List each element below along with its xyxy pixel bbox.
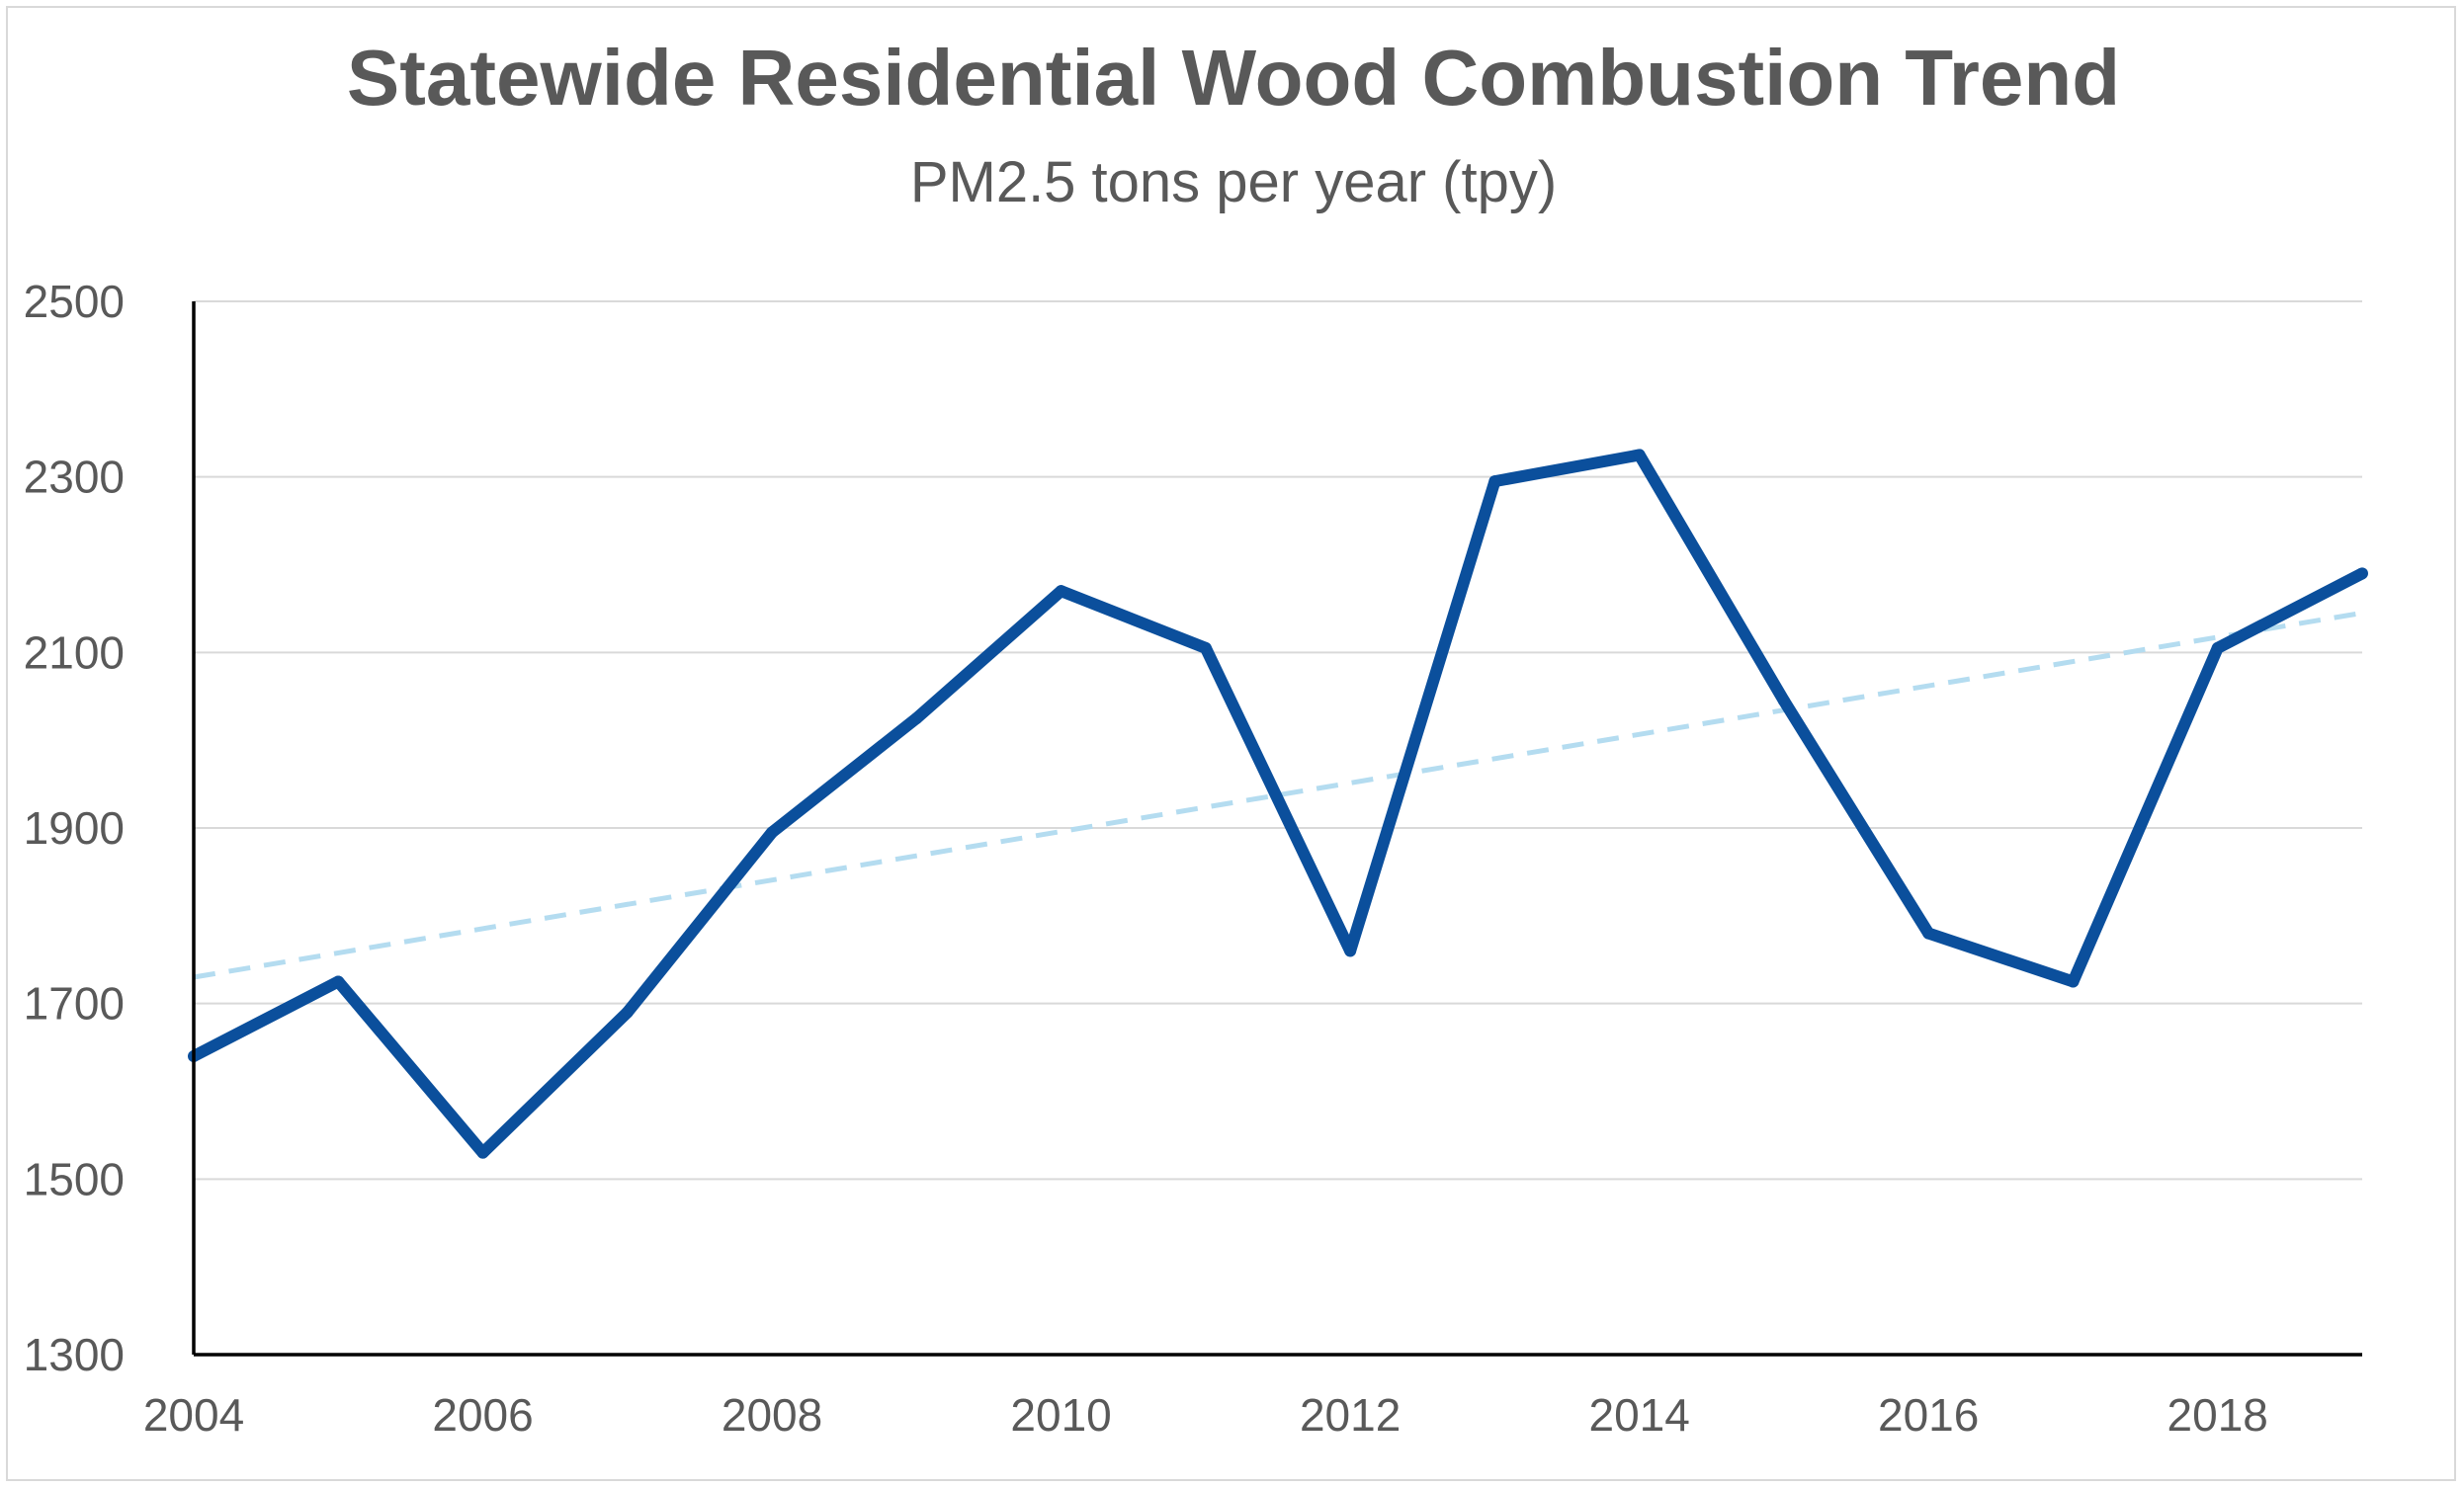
trendline [193, 610, 2363, 980]
data-point-2018 [2211, 641, 2224, 654]
data-point-2006 [476, 1146, 489, 1159]
x-tick-label: 2016 [1878, 1389, 1979, 1441]
data-point-2012 [1344, 945, 1357, 957]
x-axis-tick-labels: 2004 2006 2008 2010 2012 2014 2016 2018 [143, 1389, 2268, 1441]
data-point-2013 [1488, 475, 1501, 488]
gridlines [194, 300, 2362, 1181]
x-tick-label: 2006 [432, 1389, 533, 1441]
y-tick-label: 1300 [24, 1329, 125, 1380]
x-tick-label: 2010 [1010, 1389, 1111, 1441]
y-axis-tick-labels: 1300 1500 1700 1900 2100 2300 2500 [24, 276, 125, 1380]
line-chart: Statewide Residential Wood Combustion Tr… [24, 34, 2368, 1441]
y-tick-label: 1700 [24, 978, 125, 1030]
chart-title: Statewide Residential Wood Combustion Tr… [347, 34, 2120, 122]
data-point-2008 [766, 826, 779, 839]
data-point-2015 [1777, 695, 1790, 707]
data-point-2005 [332, 975, 345, 988]
chart-frame: Statewide Residential Wood Combustion Tr… [6, 6, 2456, 1481]
data-point-2019 [2356, 567, 2368, 580]
data-point-2010 [1055, 585, 1067, 598]
series-line [191, 449, 2365, 1159]
x-tick-label: 2004 [143, 1389, 244, 1441]
y-tick-label: 2500 [24, 276, 125, 327]
x-tick-label: 2008 [722, 1389, 822, 1441]
data-point-2017 [2067, 975, 2080, 988]
x-tick-label: 2014 [1588, 1389, 1689, 1441]
data-point-2007 [621, 1006, 634, 1019]
chart-subtitle: PM2.5 tons per year (tpy) [910, 150, 1557, 214]
y-tick-label: 1900 [24, 802, 125, 854]
trendline-group [193, 610, 2363, 980]
data-point-2009 [910, 711, 923, 724]
axes [192, 301, 2362, 1357]
y-tick-label: 2300 [24, 452, 125, 503]
series-group [188, 449, 2368, 1159]
data-point-2016 [1922, 927, 1935, 940]
x-tick-label: 2012 [1300, 1389, 1401, 1441]
data-point-2014 [1633, 449, 1646, 461]
data-point-2011 [1199, 641, 1212, 654]
x-tick-label: 2018 [2167, 1389, 2268, 1441]
y-tick-label: 2100 [24, 626, 125, 678]
y-tick-label: 1500 [24, 1153, 125, 1204]
